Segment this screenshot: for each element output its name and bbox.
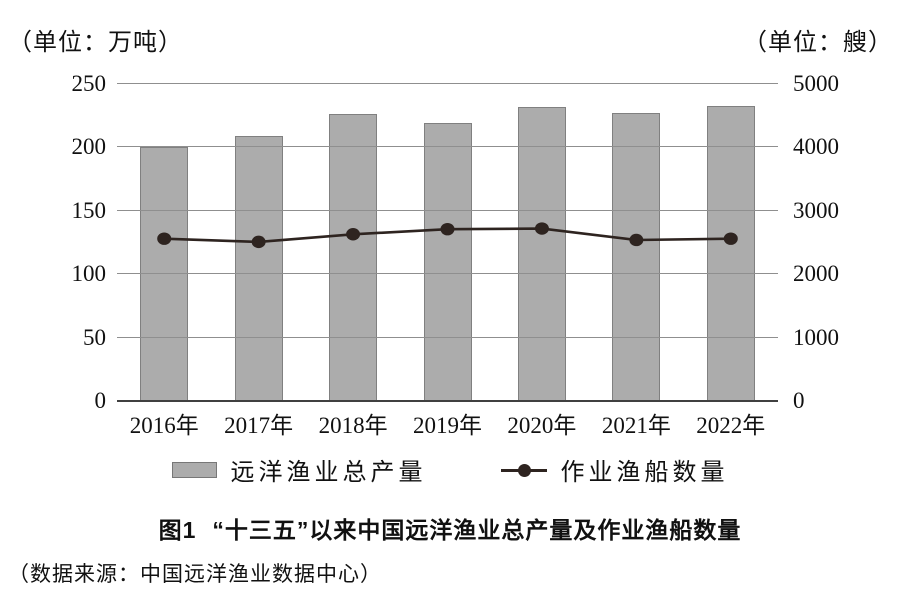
x-label-2022年: 2022年 [696, 413, 766, 438]
legend-bar-label: 远洋渔业总产量 [230, 460, 427, 486]
right-tick-1000: 1000 [793, 324, 839, 350]
left-tick-100: 100 [71, 261, 107, 287]
gridline-100 [117, 273, 778, 275]
left-tick-0: 0 [94, 388, 107, 413]
vessel-line-series [157, 222, 738, 249]
line-marker-icon [500, 463, 547, 477]
data-source-note: （数据来源：中国远洋渔业数据中心） [8, 562, 382, 586]
figure-caption: 图1 “十三五”以来中国远洋渔业总产量及作业渔船数量 [0, 511, 900, 545]
data-point-2017年 [251, 235, 266, 249]
x-label-2019年: 2019年 [413, 413, 482, 438]
bar-2016年 [140, 147, 189, 401]
data-point-2019年 [440, 222, 455, 236]
x-axis-labels: 2016年 2017年 2018年 2019年 2020年 2021年 2022年 [117, 406, 778, 438]
bar-swatch-icon [171, 461, 217, 478]
left-axis-ticks: 0 50 100 150 200 250 [0, 71, 107, 413]
bar-2019年 [423, 123, 472, 401]
x-axis-line [117, 400, 778, 402]
left-axis-unit-label: （单位：万吨） [8, 30, 183, 56]
right-axis-unit-label: （单位：艘） [743, 30, 893, 56]
plot-area [117, 83, 778, 402]
right-tick-5000: 5000 [793, 71, 839, 96]
bar-2021年 [612, 113, 661, 401]
x-label-2016年: 2016年 [129, 413, 199, 438]
figure-title: “十三五”以来中国远洋渔业总产量及作业渔船数量 [212, 517, 742, 543]
data-point-2022年 [723, 232, 738, 245]
data-point-2016年 [157, 232, 172, 245]
legend-item-production: 远洋渔业总产量 [171, 452, 427, 487]
gridline-50 [117, 336, 778, 338]
x-label-2017年: 2017年 [224, 413, 294, 438]
right-tick-3000: 3000 [793, 197, 839, 223]
legend-item-vessels: 作业渔船数量 [500, 452, 729, 487]
x-label-2020年: 2020年 [507, 413, 577, 438]
legend-line-label: 作业渔船数量 [560, 460, 729, 486]
x-label-2018年: 2018年 [318, 413, 388, 438]
gridline-200 [117, 146, 778, 148]
figure-label: 图1 [158, 517, 197, 543]
right-tick-0: 0 [793, 388, 805, 413]
bar-2017年 [234, 136, 283, 401]
right-axis-ticks: 0 1000 2000 3000 4000 5000 [793, 71, 900, 413]
bar-2018年 [329, 114, 378, 401]
legend: 远洋渔业总产量 作业渔船数量 [0, 452, 900, 487]
gridline-150 [117, 209, 778, 211]
right-tick-2000: 2000 [793, 261, 839, 287]
data-point-2020年 [534, 222, 549, 235]
right-tick-4000: 4000 [793, 134, 839, 160]
left-tick-150: 150 [71, 197, 107, 223]
left-tick-50: 50 [83, 324, 106, 350]
data-point-2018年 [346, 228, 361, 241]
x-label-2021年: 2021年 [601, 413, 671, 438]
left-tick-250: 250 [71, 71, 107, 96]
bar-2020年 [517, 106, 566, 401]
bar-2022年 [706, 105, 755, 401]
data-point-2021年 [629, 233, 644, 247]
gridline-250 [117, 83, 778, 84]
left-tick-200: 200 [71, 134, 107, 160]
